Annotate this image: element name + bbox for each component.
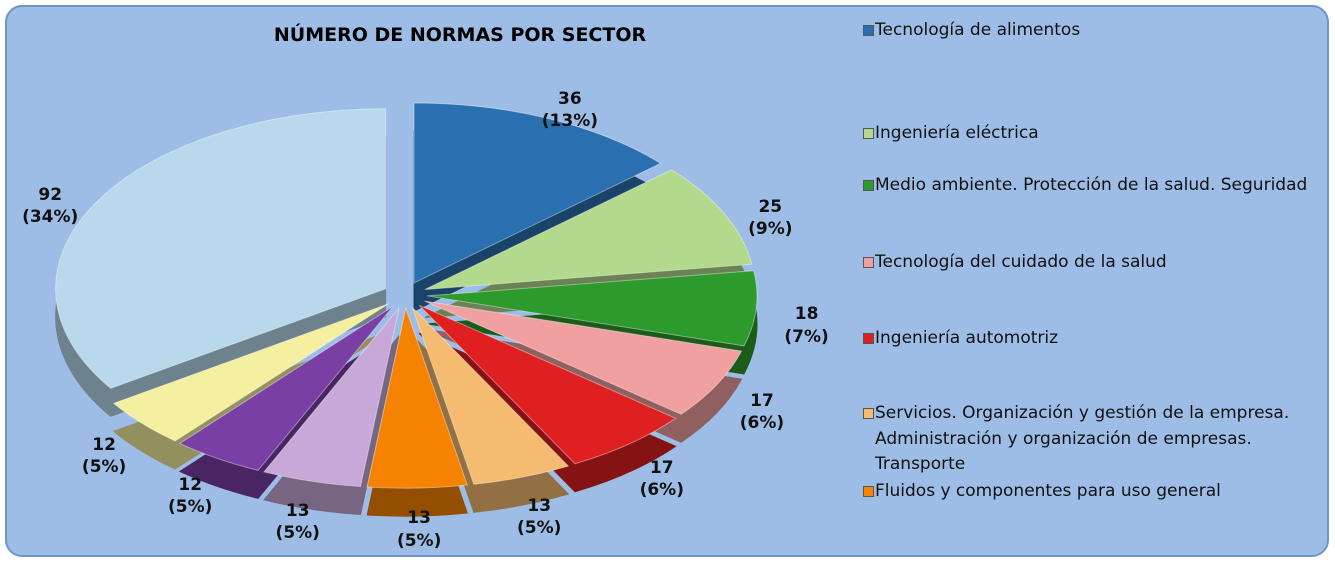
legend-swatch <box>863 128 874 139</box>
legend-swatch <box>863 25 874 36</box>
data-label: 12 (5%) <box>81 434 127 477</box>
slice <box>424 300 743 415</box>
data-label: 36 (13%) <box>541 88 599 131</box>
data-label: 13 (5%) <box>517 495 562 539</box>
legend-swatch <box>863 408 874 419</box>
legend-entry: Medio ambiente. Protección de la salud. … <box>863 173 1315 199</box>
slice <box>424 169 753 290</box>
slice <box>426 270 758 347</box>
legend-entry: Ingeniería eléctrica <box>863 121 1315 147</box>
data-label: 13 (5%) <box>396 508 442 551</box>
slice <box>55 108 387 389</box>
slice <box>366 306 468 489</box>
slice <box>418 304 677 465</box>
data-label: 25 (9%) <box>748 196 793 239</box>
legend-entry: Fluidos y componentes para uso general <box>863 479 1315 505</box>
legend-swatch <box>863 333 874 344</box>
data-label: 18 (7%) <box>784 304 829 347</box>
data-label: 92 (34%) <box>22 185 79 228</box>
legend-entry: Servicios. Organización y gestión de la … <box>863 401 1315 478</box>
data-label: 12 (5%) <box>168 474 213 517</box>
slice <box>263 307 400 488</box>
slice <box>411 307 570 485</box>
slice <box>178 305 394 471</box>
legend-swatch <box>863 257 874 268</box>
legend-entry: Tecnología del cuidado de la salud <box>863 250 1315 276</box>
slice <box>413 102 662 284</box>
legend-swatch <box>863 180 874 191</box>
legend-swatch <box>863 486 874 497</box>
data-label: 17 (6%) <box>639 458 684 501</box>
data-label: 13 (5%) <box>275 500 320 543</box>
chart-title: NÚMERO DE NORMAS POR SECTOR <box>273 24 647 46</box>
legend-entry: Tecnología de alimentos <box>863 18 1315 44</box>
slice <box>112 303 389 442</box>
data-label: 17 (6%) <box>739 390 785 433</box>
legend-entry: Ingeniería automotriz <box>863 326 1315 352</box>
